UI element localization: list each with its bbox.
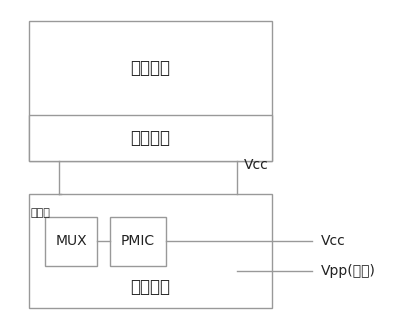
Bar xyxy=(28,115,271,161)
Text: MUX: MUX xyxy=(55,234,87,248)
Text: PMIC: PMIC xyxy=(121,234,155,248)
Text: Vcc: Vcc xyxy=(243,158,268,173)
Bar xyxy=(28,20,271,161)
Text: 高压电路: 高压电路 xyxy=(130,129,170,147)
Text: Vcc: Vcc xyxy=(320,234,344,248)
Text: 嵌入闪存: 嵌入闪存 xyxy=(130,59,170,77)
Text: Vpp(可选): Vpp(可选) xyxy=(320,264,375,278)
Bar xyxy=(28,194,271,308)
Text: 选择端: 选择端 xyxy=(31,208,50,218)
Bar xyxy=(109,216,166,266)
Text: 外围电路: 外围电路 xyxy=(130,278,170,296)
Bar xyxy=(45,216,97,266)
